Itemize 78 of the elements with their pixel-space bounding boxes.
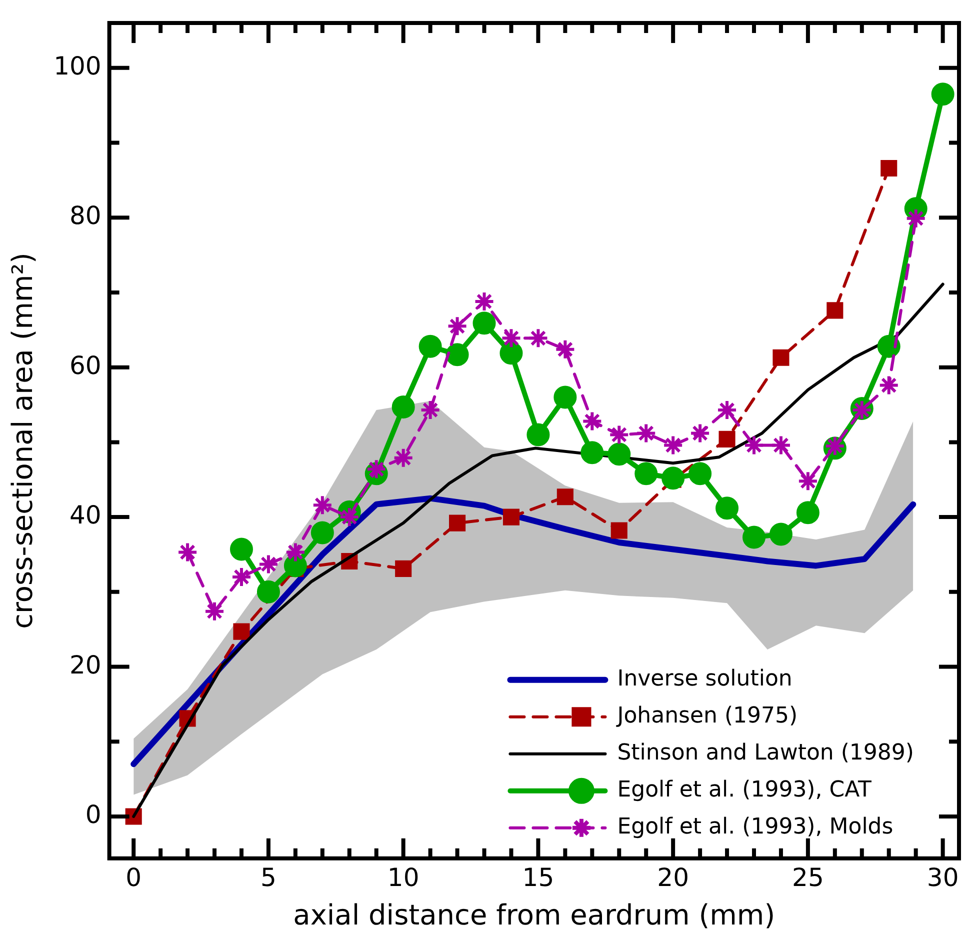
point	[662, 466, 685, 490]
point	[797, 470, 818, 492]
point	[769, 522, 792, 546]
y-axis-title: cross-sectional area (mm²)	[6, 252, 40, 629]
point	[526, 423, 550, 446]
point	[716, 400, 738, 421]
point	[826, 302, 844, 319]
x-tick-label: 20	[657, 862, 689, 892]
y-tick-label: 0	[85, 800, 102, 829]
point	[554, 338, 576, 360]
point	[392, 447, 414, 468]
x-tick-label: 10	[387, 862, 420, 892]
point	[204, 600, 226, 622]
point	[230, 566, 252, 588]
point	[716, 496, 739, 520]
legend-label: Johansen (1975)	[615, 704, 798, 729]
legend-label: Stinson and Lawton (1989)	[617, 740, 914, 766]
y-tick-label: 60	[70, 350, 102, 380]
point	[772, 349, 790, 366]
x-tick-label: 0	[126, 862, 142, 892]
point	[310, 521, 334, 544]
point	[258, 554, 279, 575]
point	[662, 434, 684, 456]
point	[743, 434, 764, 456]
point	[395, 560, 412, 577]
legend-label: Egolf et al. (1993), Molds	[617, 814, 894, 840]
y-tick-label: 80	[70, 201, 102, 230]
point	[931, 82, 954, 106]
point	[446, 316, 468, 337]
point	[312, 494, 333, 516]
point	[688, 462, 712, 486]
x-tick-label: 15	[522, 862, 554, 892]
x-tick-label: 30	[926, 862, 959, 892]
y-tick-label: 20	[70, 650, 102, 680]
point	[554, 386, 577, 409]
point	[392, 396, 415, 419]
point	[284, 542, 306, 563]
point	[636, 422, 657, 444]
legend-label: Egolf et al. (1993), CAT	[617, 778, 872, 803]
point	[338, 506, 360, 528]
point	[582, 410, 603, 432]
point	[528, 328, 549, 349]
point	[608, 424, 630, 446]
point	[878, 374, 900, 396]
point	[634, 462, 658, 486]
point	[472, 312, 496, 335]
legend-label: Inverse solution	[617, 666, 792, 692]
point	[718, 430, 736, 448]
point	[418, 334, 442, 358]
point	[580, 441, 604, 464]
point	[366, 458, 387, 480]
x-tick-label: 5	[260, 862, 276, 892]
x-tick-label: 25	[792, 862, 824, 892]
point	[177, 542, 198, 563]
point	[256, 580, 280, 604]
point	[770, 434, 792, 456]
point	[449, 514, 466, 532]
point	[230, 538, 253, 561]
point	[690, 422, 711, 444]
point	[610, 522, 628, 539]
point	[420, 400, 441, 421]
point	[742, 526, 766, 549]
y-tick-label: 40	[70, 500, 102, 530]
point	[233, 623, 250, 640]
point	[500, 328, 522, 349]
point	[796, 501, 820, 524]
point	[446, 343, 469, 366]
point	[877, 334, 900, 358]
point	[905, 208, 926, 229]
point	[502, 508, 520, 526]
point	[474, 290, 495, 312]
y-tick-label: 100	[54, 51, 102, 80]
point	[880, 160, 898, 176]
point	[824, 435, 846, 456]
point	[500, 342, 523, 365]
point	[608, 442, 631, 466]
point	[556, 488, 574, 506]
x-axis-title: axial distance from eardrum (mm)	[293, 898, 776, 932]
